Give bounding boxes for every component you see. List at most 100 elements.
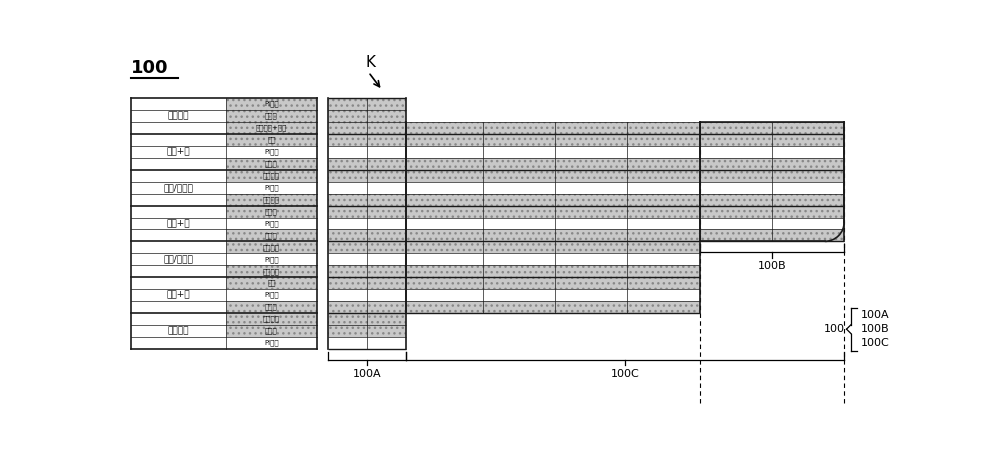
Bar	[700, 206, 844, 218]
Bar	[226, 110, 317, 122]
Bar	[328, 193, 406, 206]
Text: PI基材: PI基材	[264, 292, 279, 299]
Bar	[226, 265, 317, 277]
Text: 双面胶: 双面胶	[265, 113, 278, 120]
Bar	[226, 241, 317, 253]
Bar	[406, 253, 700, 265]
Text: 第六層銅: 第六層銅	[263, 316, 280, 322]
Text: PI基材: PI基材	[264, 101, 279, 107]
Bar	[131, 110, 226, 122]
Text: 双面胶: 双面胶	[265, 304, 278, 310]
Bar	[406, 170, 700, 182]
Bar	[406, 229, 700, 241]
Bar	[226, 134, 317, 146]
Text: PI基材: PI基材	[264, 339, 279, 346]
Bar	[131, 337, 226, 349]
Bar	[328, 110, 406, 122]
Bar	[406, 218, 700, 229]
Bar	[328, 229, 406, 241]
Text: 100B: 100B	[758, 261, 786, 272]
Text: PI基材: PI基材	[264, 148, 279, 155]
Bar	[406, 146, 700, 158]
Bar	[328, 253, 406, 265]
Bar	[226, 122, 317, 134]
Bar	[700, 229, 844, 241]
Text: 100B: 100B	[861, 324, 890, 334]
Bar	[131, 206, 226, 218]
Bar	[328, 277, 406, 289]
Bar	[226, 158, 317, 170]
Bar	[700, 134, 844, 146]
Bar	[226, 182, 317, 193]
Bar	[226, 301, 317, 313]
Bar	[226, 218, 317, 229]
Bar	[406, 206, 700, 218]
Bar	[406, 193, 700, 206]
Bar	[328, 313, 406, 325]
Text: 100: 100	[824, 324, 845, 334]
Bar	[226, 289, 317, 301]
Bar	[406, 301, 700, 313]
Bar	[700, 122, 844, 134]
Bar	[226, 229, 317, 241]
Bar	[328, 170, 406, 182]
Bar	[226, 277, 317, 289]
Bar	[226, 98, 317, 110]
Bar	[328, 313, 406, 325]
Bar	[406, 206, 700, 218]
Bar	[131, 146, 226, 158]
Bar	[226, 170, 317, 182]
Bar	[226, 158, 317, 170]
Bar	[700, 206, 844, 218]
Bar	[226, 98, 317, 110]
Bar	[328, 265, 406, 277]
Bar	[406, 182, 700, 193]
Bar	[131, 265, 226, 277]
Bar	[328, 241, 406, 253]
Text: 100C: 100C	[610, 369, 639, 379]
Bar	[131, 289, 226, 301]
Bar	[328, 193, 406, 206]
Bar	[406, 241, 700, 253]
Text: PI基材: PI基材	[264, 184, 279, 191]
Bar	[328, 158, 406, 170]
Bar	[226, 313, 317, 325]
Text: 基材+胶: 基材+胶	[167, 291, 190, 299]
Bar	[226, 325, 317, 337]
Bar	[131, 182, 226, 193]
Bar	[226, 253, 317, 265]
Bar	[226, 110, 317, 122]
Bar	[328, 301, 406, 313]
Text: 第六層銅: 第六層銅	[168, 326, 189, 335]
Text: 第五層銅: 第五層銅	[263, 268, 280, 274]
Bar	[700, 193, 844, 206]
Bar	[700, 218, 844, 229]
Text: 第四層銅: 第四層銅	[263, 244, 280, 251]
Bar	[700, 193, 844, 206]
Bar	[328, 98, 406, 110]
Bar	[406, 265, 700, 277]
Bar	[700, 182, 844, 193]
Text: PI基材: PI基材	[264, 256, 279, 263]
Bar	[328, 182, 406, 193]
Bar	[328, 325, 406, 337]
Bar	[406, 277, 700, 289]
Bar	[328, 158, 406, 170]
Text: 第二/三層銅: 第二/三層銅	[164, 183, 193, 192]
Bar	[328, 122, 406, 134]
Bar	[700, 134, 844, 146]
Bar	[406, 122, 700, 134]
Bar	[226, 301, 317, 313]
Bar	[700, 170, 844, 182]
Bar	[328, 146, 406, 158]
Bar	[226, 146, 317, 158]
Bar	[328, 134, 406, 146]
Bar	[131, 241, 226, 253]
Text: 第四/五層銅: 第四/五層銅	[164, 255, 193, 264]
Text: 双面胶: 双面胶	[265, 208, 278, 215]
Bar	[406, 170, 700, 182]
Text: K: K	[365, 55, 375, 70]
Text: 第二層銅: 第二層銅	[263, 173, 280, 179]
Bar	[131, 98, 226, 110]
Bar	[131, 277, 226, 289]
